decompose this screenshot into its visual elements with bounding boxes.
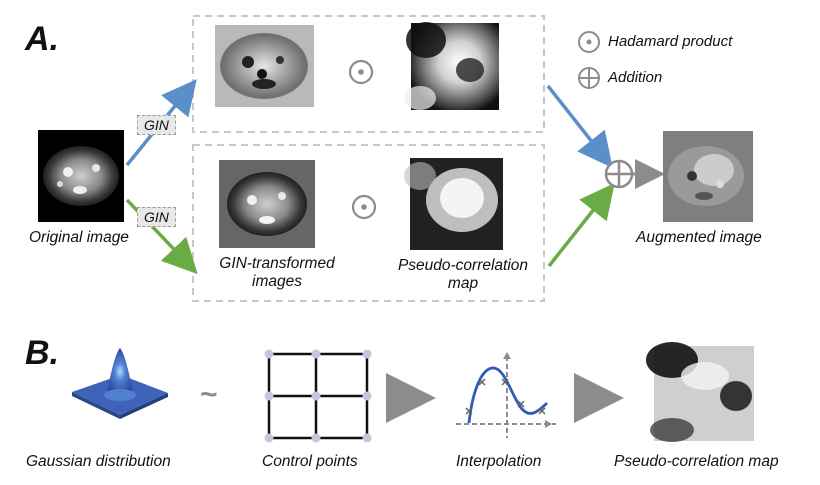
bottom-dashed-box	[192, 144, 545, 302]
gin-image-bottom	[219, 160, 315, 248]
gin-tag-top: GIN	[137, 115, 176, 135]
step-control-points-label: Control points	[262, 453, 358, 470]
pcm-panel-b	[646, 342, 754, 442]
original-ct-image	[38, 130, 124, 222]
addition-legend-icon	[578, 67, 600, 89]
tilde-symbol: ~	[200, 378, 218, 411]
pcm-label-line1: Pseudo-correlation	[397, 257, 529, 274]
gin-tag-bottom: GIN	[137, 207, 176, 227]
pcm-label-line2: map	[447, 275, 479, 292]
interpolation-plot	[456, 352, 556, 438]
legend-addition-label: Addition	[608, 69, 663, 86]
green-arrow-to-addition	[547, 183, 615, 268]
pcm-bottom	[404, 158, 503, 250]
hadamard-legend-icon	[578, 31, 600, 53]
pcm-top	[404, 22, 499, 110]
step-gaussian-label: Gaussian distribution	[26, 453, 171, 470]
control-points	[264, 349, 372, 443]
panel-b-letter: B.	[25, 334, 59, 372]
step-interpolation-label: Interpolation	[456, 453, 542, 470]
gin-images-label: GIN-transformed images	[207, 255, 347, 291]
step-pcm-label: Pseudo-correlation map	[614, 453, 779, 470]
gin-image-top	[215, 25, 314, 107]
blue-arrow-to-addition	[546, 84, 613, 168]
top-dashed-box	[192, 15, 545, 133]
legend-hadamard-label: Hadamard product	[608, 33, 733, 50]
augmented-image	[663, 131, 753, 222]
augmented-image-label: Augmented image	[636, 229, 762, 246]
pcm-label: Pseudo-correlation map	[386, 257, 540, 293]
gaussian-surface	[72, 348, 168, 419]
gin-images-label-line1: GIN-transformed	[219, 255, 335, 272]
addition-operator	[604, 159, 634, 189]
hadamard-operator-top	[348, 59, 374, 85]
gin-images-label-line2: images	[252, 273, 302, 290]
hadamard-operator-bottom	[351, 194, 377, 220]
original-image-label: Original image	[29, 229, 129, 246]
panel-a-letter: A.	[25, 20, 59, 58]
